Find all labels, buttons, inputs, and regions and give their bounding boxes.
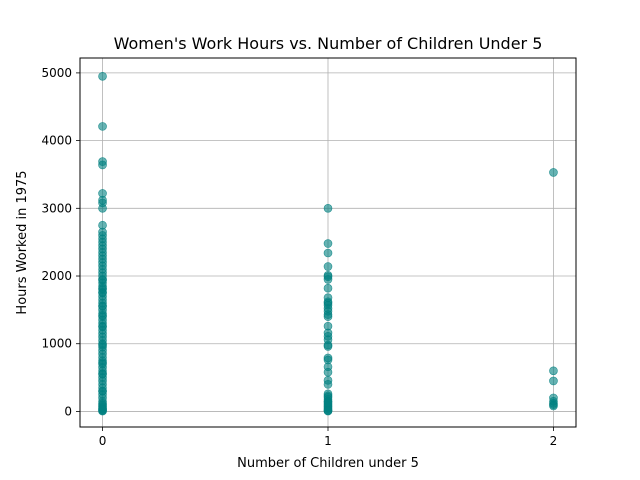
y-tick-label: 3000 — [41, 201, 72, 215]
data-point — [98, 122, 107, 131]
data-point — [323, 380, 333, 389]
data-point — [549, 376, 558, 386]
x-tick-label: 0 — [99, 434, 107, 448]
y-tick-label: 2000 — [41, 269, 72, 283]
x-tick-label: 1 — [324, 434, 332, 448]
data-point — [323, 312, 333, 321]
x-axis-ticks: 0 1 2 — [99, 427, 558, 448]
data-point — [98, 340, 107, 350]
data-point — [98, 301, 107, 311]
y-axis-label: Hours Worked in 1975 — [15, 170, 30, 314]
data-point — [549, 366, 558, 376]
x-axis-label: Number of Children under 5 — [237, 456, 419, 471]
data-point — [549, 168, 558, 177]
data-point — [323, 406, 333, 416]
data-point — [549, 401, 558, 411]
chart-title: Women's Work Hours vs. Number of Childre… — [114, 34, 543, 53]
data-point — [98, 405, 107, 414]
y-tick-label: 1000 — [41, 337, 72, 351]
data-point — [98, 386, 107, 396]
y-tick-label: 4000 — [41, 134, 72, 148]
data-point — [323, 275, 333, 284]
data-point — [323, 204, 333, 213]
y-tick-label: 0 — [64, 404, 72, 418]
data-points — [98, 71, 558, 416]
data-point — [98, 275, 107, 285]
data-point — [98, 287, 107, 297]
data-point — [98, 71, 107, 81]
y-tick-label: 5000 — [41, 66, 72, 80]
data-point — [98, 204, 107, 213]
data-point — [98, 310, 107, 320]
data-point — [323, 283, 333, 293]
data-point — [98, 369, 107, 378]
data-point — [323, 248, 333, 258]
data-point — [98, 321, 107, 331]
data-point — [98, 358, 107, 367]
data-point — [98, 160, 107, 170]
y-axis-ticks: 0 1000 2000 3000 4000 5000 — [41, 66, 80, 418]
data-point — [323, 397, 333, 407]
data-point — [323, 262, 333, 271]
data-point — [323, 342, 333, 351]
x-tick-label: 2 — [550, 434, 558, 448]
data-point — [323, 239, 333, 248]
data-point — [323, 367, 333, 377]
